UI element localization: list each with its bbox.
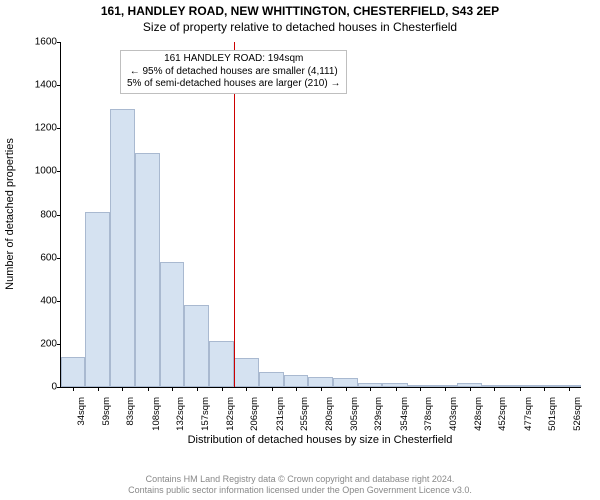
x-tick-label: 182sqm	[225, 397, 236, 431]
x-tick-mark	[73, 387, 74, 391]
y-tick-label: 1400	[35, 80, 57, 91]
histogram-bar	[209, 341, 234, 387]
x-tick-label: 477sqm	[523, 397, 534, 431]
y-tick-mark	[57, 344, 61, 345]
annotation-line2: ← 95% of detached houses are smaller (4,…	[127, 66, 340, 79]
x-tick-mark	[148, 387, 149, 391]
annotation-box: 161 HANDLEY ROAD: 194sqm ← 95% of detach…	[120, 50, 347, 94]
x-tick-mark	[296, 387, 297, 391]
x-tick-label: 378sqm	[423, 397, 434, 431]
histogram-bar	[308, 377, 333, 387]
x-tick-mark	[98, 387, 99, 391]
x-tick-mark	[445, 387, 446, 391]
y-tick-mark	[57, 215, 61, 216]
y-tick-mark	[57, 387, 61, 388]
histogram-bar	[184, 305, 209, 387]
histogram-bar	[135, 153, 160, 387]
x-tick-label: 34sqm	[76, 397, 87, 426]
title-address: 161, HANDLEY ROAD, NEW WHITTINGTON, CHES…	[0, 4, 600, 18]
x-tick-label: 255sqm	[299, 397, 310, 431]
x-tick-label: 108sqm	[151, 397, 162, 431]
x-tick-mark	[346, 387, 347, 391]
x-tick-label: 329sqm	[373, 397, 384, 431]
histogram-bar	[61, 357, 85, 387]
x-tick-label: 157sqm	[200, 397, 211, 431]
histogram-bar	[160, 262, 184, 387]
x-tick-mark	[246, 387, 247, 391]
x-tick-mark	[272, 387, 273, 391]
y-tick-mark	[57, 85, 61, 86]
histogram-bar	[259, 372, 284, 387]
footer-line1: Contains HM Land Registry data © Crown c…	[0, 474, 600, 485]
y-tick-label: 400	[40, 295, 57, 306]
x-tick-label: 280sqm	[324, 397, 335, 431]
x-tick-label: 526sqm	[572, 397, 583, 431]
x-tick-mark	[321, 387, 322, 391]
histogram-bar	[234, 358, 258, 387]
histogram-bar	[110, 109, 134, 387]
y-tick-label: 200	[40, 338, 57, 349]
x-tick-mark	[197, 387, 198, 391]
x-tick-mark	[172, 387, 173, 391]
y-tick-mark	[57, 258, 61, 259]
x-tick-label: 132sqm	[175, 397, 186, 431]
annotation-line3: 5% of semi-detached houses are larger (2…	[127, 78, 340, 91]
annotation-line1: 161 HANDLEY ROAD: 194sqm	[127, 53, 340, 66]
x-tick-mark	[396, 387, 397, 391]
x-tick-mark	[222, 387, 223, 391]
x-tick-label: 452sqm	[497, 397, 508, 431]
x-tick-label: 501sqm	[547, 397, 558, 431]
x-tick-label: 354sqm	[399, 397, 410, 431]
y-tick-mark	[57, 171, 61, 172]
x-tick-label: 59sqm	[101, 397, 112, 426]
title-subtitle: Size of property relative to detached ho…	[0, 20, 600, 34]
y-tick-label: 1000	[35, 166, 57, 177]
x-axis-label: Distribution of detached houses by size …	[60, 434, 580, 446]
x-tick-label: 403sqm	[448, 397, 459, 431]
y-tick-mark	[57, 301, 61, 302]
x-tick-mark	[494, 387, 495, 391]
x-tick-mark	[544, 387, 545, 391]
x-tick-label: 428sqm	[473, 397, 484, 431]
chart-container: 161, HANDLEY ROAD, NEW WHITTINGTON, CHES…	[0, 0, 600, 500]
x-tick-label: 83sqm	[125, 397, 136, 426]
y-tick-label: 1600	[35, 37, 57, 48]
y-tick-mark	[57, 128, 61, 129]
y-tick-label: 1200	[35, 123, 57, 134]
x-tick-mark	[520, 387, 521, 391]
reference-line	[234, 42, 235, 387]
x-tick-label: 305sqm	[349, 397, 360, 431]
histogram-bar	[284, 375, 308, 387]
x-tick-mark	[569, 387, 570, 391]
x-tick-mark	[420, 387, 421, 391]
y-tick-label: 800	[40, 209, 57, 220]
x-tick-mark	[122, 387, 123, 391]
y-axis-label: Number of detached properties	[4, 138, 16, 290]
x-tick-mark	[470, 387, 471, 391]
footer-attribution: Contains HM Land Registry data © Crown c…	[0, 474, 600, 496]
y-tick-label: 600	[40, 252, 57, 263]
histogram-bar	[333, 378, 358, 387]
plot-region: 0200400600800100012001400160034sqm59sqm8…	[60, 42, 581, 388]
x-tick-label: 231sqm	[275, 397, 286, 431]
histogram-bar	[85, 212, 110, 387]
chart-area: Number of detached properties 0200400600…	[60, 42, 580, 417]
y-tick-mark	[57, 42, 61, 43]
footer-line2: Contains public sector information licen…	[0, 485, 600, 496]
x-tick-mark	[370, 387, 371, 391]
x-tick-label: 206sqm	[249, 397, 260, 431]
